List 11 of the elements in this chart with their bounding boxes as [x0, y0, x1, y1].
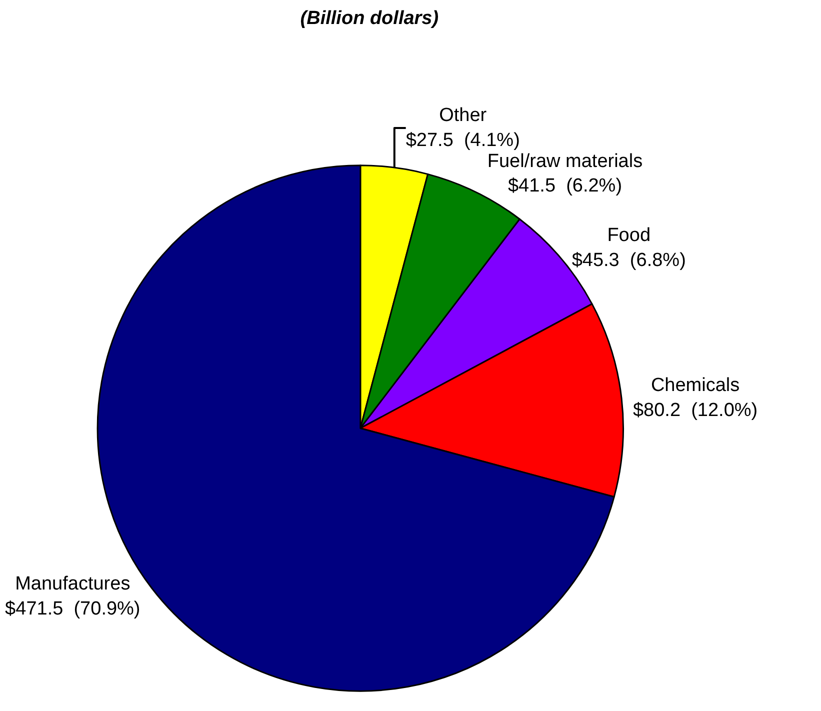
slice-label: Other: [439, 105, 488, 126]
slice-label: Food: [607, 225, 651, 246]
slice-label: Fuel/raw materials: [487, 150, 643, 172]
data-label: $471.5 (70.9%): [5, 598, 140, 620]
slice-label: Manufactures: [15, 574, 130, 595]
slice-label: Chemicals: [650, 375, 740, 396]
data-label: $41.5 (6.2%): [508, 176, 622, 197]
data-label: $27.5 (4.1%): [406, 130, 520, 151]
data-label: $45.3 (6.8%): [572, 250, 686, 271]
data-label: $80.2 (12.0%): [632, 400, 758, 421]
chart-title: (Billion dollars): [300, 8, 439, 29]
